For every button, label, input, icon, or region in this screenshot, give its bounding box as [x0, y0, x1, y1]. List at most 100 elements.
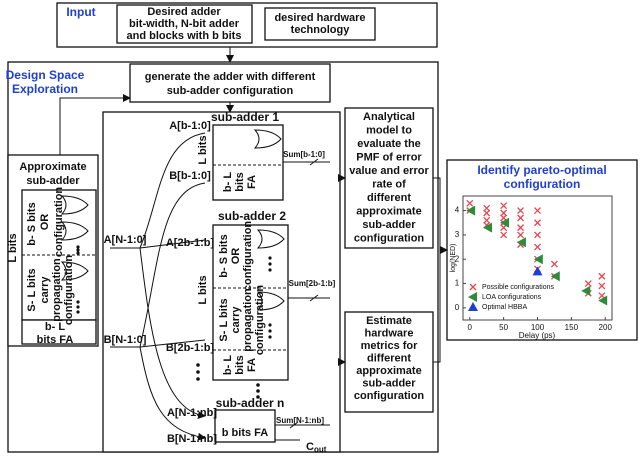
point	[516, 237, 526, 248]
vertical-label: configuration	[63, 255, 75, 326]
x-tick-label: 200	[599, 323, 613, 332]
vertical-label: b- S bits	[26, 202, 38, 245]
label: A[N-1:0]	[104, 234, 147, 246]
label: sub-adder configuration	[167, 85, 294, 97]
section-label: Exploration	[12, 82, 78, 96]
vertical-label: FA	[246, 358, 258, 372]
point	[534, 219, 541, 227]
point	[468, 292, 477, 302]
point	[466, 199, 474, 207]
x-axis-label: Delay (ps)	[519, 331, 556, 340]
label: Sum[N-1:nb]	[276, 416, 324, 425]
point	[517, 231, 525, 239]
label: sub-adder	[26, 175, 80, 187]
label: Desired adder	[147, 6, 221, 18]
label: A[b-1:0]	[169, 120, 211, 132]
point	[466, 205, 476, 216]
vertical-label: OR	[39, 214, 51, 231]
vertical-label: configuration	[254, 285, 266, 356]
point	[550, 260, 558, 268]
vertical-label: L bits	[7, 233, 19, 262]
vertical-label: b- S bits	[218, 234, 230, 277]
label: B[2b-1:b]	[166, 342, 215, 354]
label: sub-adder	[362, 219, 416, 231]
section-label: Design Space	[6, 68, 85, 82]
y-tick-label: 1	[455, 279, 460, 288]
vertical-label: FA	[246, 175, 258, 189]
label: B[b-1:0]	[169, 170, 211, 182]
point	[534, 243, 541, 251]
point	[500, 202, 508, 210]
vertical-label: S- L bits	[26, 268, 38, 311]
label: bits FA	[37, 334, 74, 346]
y-tick-label: 4	[455, 206, 460, 215]
label: bit-width, N-bit adder	[129, 18, 240, 30]
label: generate the adder with different	[145, 71, 316, 83]
point	[581, 285, 591, 296]
label: B[N-1:nb]	[167, 433, 217, 445]
point	[534, 231, 541, 239]
label: Sum[b-1:0]	[283, 150, 325, 159]
frames	[7, 2, 638, 453]
vertical-label: b- L	[222, 172, 234, 192]
label: Approximate	[19, 161, 86, 173]
point	[598, 282, 606, 290]
label: Estimate	[366, 315, 412, 327]
point	[598, 295, 608, 306]
legend-label: LOA configurations	[482, 294, 542, 301]
point	[584, 280, 592, 287]
vertical-label: b- L	[222, 355, 234, 375]
vertical-label: propagation	[51, 258, 63, 322]
y-axis-label: log(NED)	[450, 244, 457, 273]
point	[517, 224, 525, 232]
label: PMF of error	[356, 151, 422, 163]
label: different	[367, 192, 411, 204]
sub-adder-title: sub-adder 1	[211, 110, 279, 124]
label: b bits FA	[222, 427, 269, 439]
carry-out: Cout	[306, 441, 327, 454]
label: technology	[291, 24, 351, 36]
point	[499, 217, 509, 228]
label: b- L	[45, 321, 65, 333]
vertical-label: carry	[230, 306, 242, 334]
label: B[N-1:0]	[104, 334, 147, 346]
point	[483, 209, 491, 217]
point	[533, 254, 543, 265]
point	[517, 207, 525, 215]
sub-adder-title: sub-adder n	[216, 396, 285, 410]
point	[598, 272, 606, 280]
vertical-label: propagation	[242, 288, 254, 352]
label: configuration	[354, 390, 425, 402]
x-tick-label: 100	[531, 323, 545, 332]
label: desired hardware	[274, 12, 365, 24]
point	[550, 271, 560, 282]
legend-label: Possible configurations	[482, 284, 554, 291]
y-tick-label: 3	[455, 230, 460, 239]
label: A[2b-1:b]	[166, 237, 215, 249]
label: hardware	[365, 327, 414, 339]
label: and blocks with b bits	[127, 30, 242, 42]
label: evaluate the	[357, 138, 421, 150]
point	[468, 302, 478, 311]
label: model to	[366, 124, 412, 136]
y-tick-label: 0	[455, 303, 460, 312]
label: approximate	[356, 205, 421, 217]
ellipsis	[76, 245, 272, 399]
legend-label: Optimal HBBA	[482, 304, 527, 311]
point	[500, 231, 508, 239]
label: value and error	[349, 165, 429, 177]
point	[517, 214, 525, 222]
vertical-label: OR	[230, 248, 242, 265]
chart-title: Identify pareto-optimal	[477, 163, 606, 177]
point	[483, 222, 493, 233]
label: Analytical	[363, 111, 415, 123]
chart-title: configuration	[504, 177, 581, 191]
x-tick-label: 150	[565, 323, 579, 332]
label: metrics for	[361, 340, 419, 352]
label: A[N-1:nb]	[167, 407, 217, 419]
vertical-label: configuration	[242, 221, 254, 292]
vertical-label: bits	[234, 172, 246, 192]
label: Sum[2b-1:b]	[289, 279, 336, 288]
point	[532, 266, 543, 276]
label: configuration	[354, 232, 425, 244]
